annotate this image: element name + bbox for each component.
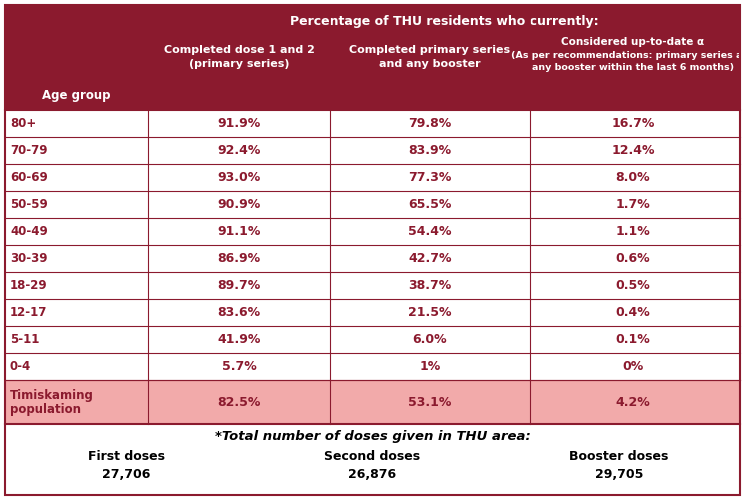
- Text: 1.7%: 1.7%: [615, 198, 650, 211]
- Text: 40-49: 40-49: [10, 225, 48, 238]
- Text: 65.5%: 65.5%: [408, 198, 451, 211]
- Text: 41.9%: 41.9%: [218, 333, 261, 346]
- Text: and any booster: and any booster: [379, 59, 481, 69]
- Text: 42.7%: 42.7%: [408, 252, 451, 265]
- Text: 0.4%: 0.4%: [615, 306, 650, 319]
- Text: 50-59: 50-59: [10, 198, 48, 211]
- Text: First doses: First doses: [88, 450, 165, 464]
- Text: 93.0%: 93.0%: [218, 171, 261, 184]
- Text: Percentage of THU residents who currently:: Percentage of THU residents who currentl…: [290, 15, 598, 28]
- Text: 77.3%: 77.3%: [408, 171, 451, 184]
- Bar: [5, 191, 740, 218]
- Text: 60-69: 60-69: [10, 171, 48, 184]
- Text: (As per recommendations: primary series and: (As per recommendations: primary series …: [510, 51, 745, 60]
- Text: 90.9%: 90.9%: [218, 198, 261, 211]
- Text: 79.8%: 79.8%: [408, 117, 451, 130]
- Text: 5-11: 5-11: [10, 333, 39, 346]
- Text: Age group: Age group: [42, 89, 110, 102]
- Text: 54.4%: 54.4%: [408, 225, 451, 238]
- Bar: [5, 5, 740, 110]
- Text: 0%: 0%: [622, 360, 644, 373]
- Text: 80+: 80+: [10, 117, 37, 130]
- Text: 91.1%: 91.1%: [218, 225, 261, 238]
- Text: 6.0%: 6.0%: [413, 333, 447, 346]
- Text: 1.1%: 1.1%: [615, 225, 650, 238]
- Bar: [5, 380, 740, 424]
- Text: Second doses: Second doses: [324, 450, 421, 464]
- Text: Considered up-to-date α: Considered up-to-date α: [562, 37, 705, 47]
- Text: any booster within the last 6 months): any booster within the last 6 months): [532, 63, 734, 72]
- Text: 83.6%: 83.6%: [218, 306, 261, 319]
- Text: Timiskaming: Timiskaming: [10, 388, 94, 402]
- Text: population: population: [10, 404, 81, 416]
- Text: 16.7%: 16.7%: [612, 117, 655, 130]
- Text: 5.7%: 5.7%: [221, 360, 256, 373]
- Text: 0.6%: 0.6%: [615, 252, 650, 265]
- Text: 92.4%: 92.4%: [218, 144, 261, 157]
- Text: 70-79: 70-79: [10, 144, 48, 157]
- Text: 0-4: 0-4: [10, 360, 31, 373]
- Text: 89.7%: 89.7%: [218, 279, 261, 292]
- Text: *Total number of doses given in THU area:: *Total number of doses given in THU area…: [215, 430, 530, 443]
- Bar: [5, 326, 740, 353]
- Bar: [5, 110, 740, 137]
- Text: (primary series): (primary series): [188, 59, 289, 69]
- Bar: [5, 299, 740, 326]
- Text: 30-39: 30-39: [10, 252, 48, 265]
- Text: 27,706: 27,706: [102, 468, 150, 480]
- Text: 12-17: 12-17: [10, 306, 48, 319]
- Text: 91.9%: 91.9%: [218, 117, 261, 130]
- Text: 18-29: 18-29: [10, 279, 48, 292]
- Bar: [5, 353, 740, 380]
- Text: 0.1%: 0.1%: [615, 333, 650, 346]
- Bar: [5, 218, 740, 245]
- Text: 1%: 1%: [419, 360, 440, 373]
- Text: Completed primary series: Completed primary series: [349, 45, 510, 55]
- Text: 4.2%: 4.2%: [615, 396, 650, 408]
- Bar: [5, 137, 740, 164]
- Text: 86.9%: 86.9%: [218, 252, 261, 265]
- Text: 0.5%: 0.5%: [615, 279, 650, 292]
- Bar: [5, 272, 740, 299]
- Text: 82.5%: 82.5%: [218, 396, 261, 408]
- Bar: [5, 164, 740, 191]
- Text: 26,876: 26,876: [349, 468, 396, 480]
- Text: 29,705: 29,705: [595, 468, 643, 480]
- Bar: [5, 245, 740, 272]
- Text: 83.9%: 83.9%: [408, 144, 451, 157]
- Text: 21.5%: 21.5%: [408, 306, 451, 319]
- Text: 38.7%: 38.7%: [408, 279, 451, 292]
- Text: 12.4%: 12.4%: [611, 144, 655, 157]
- Text: 53.1%: 53.1%: [408, 396, 451, 408]
- Text: Booster doses: Booster doses: [569, 450, 668, 464]
- Text: Completed dose 1 and 2: Completed dose 1 and 2: [164, 45, 314, 55]
- Bar: [5, 424, 740, 495]
- Text: 8.0%: 8.0%: [615, 171, 650, 184]
